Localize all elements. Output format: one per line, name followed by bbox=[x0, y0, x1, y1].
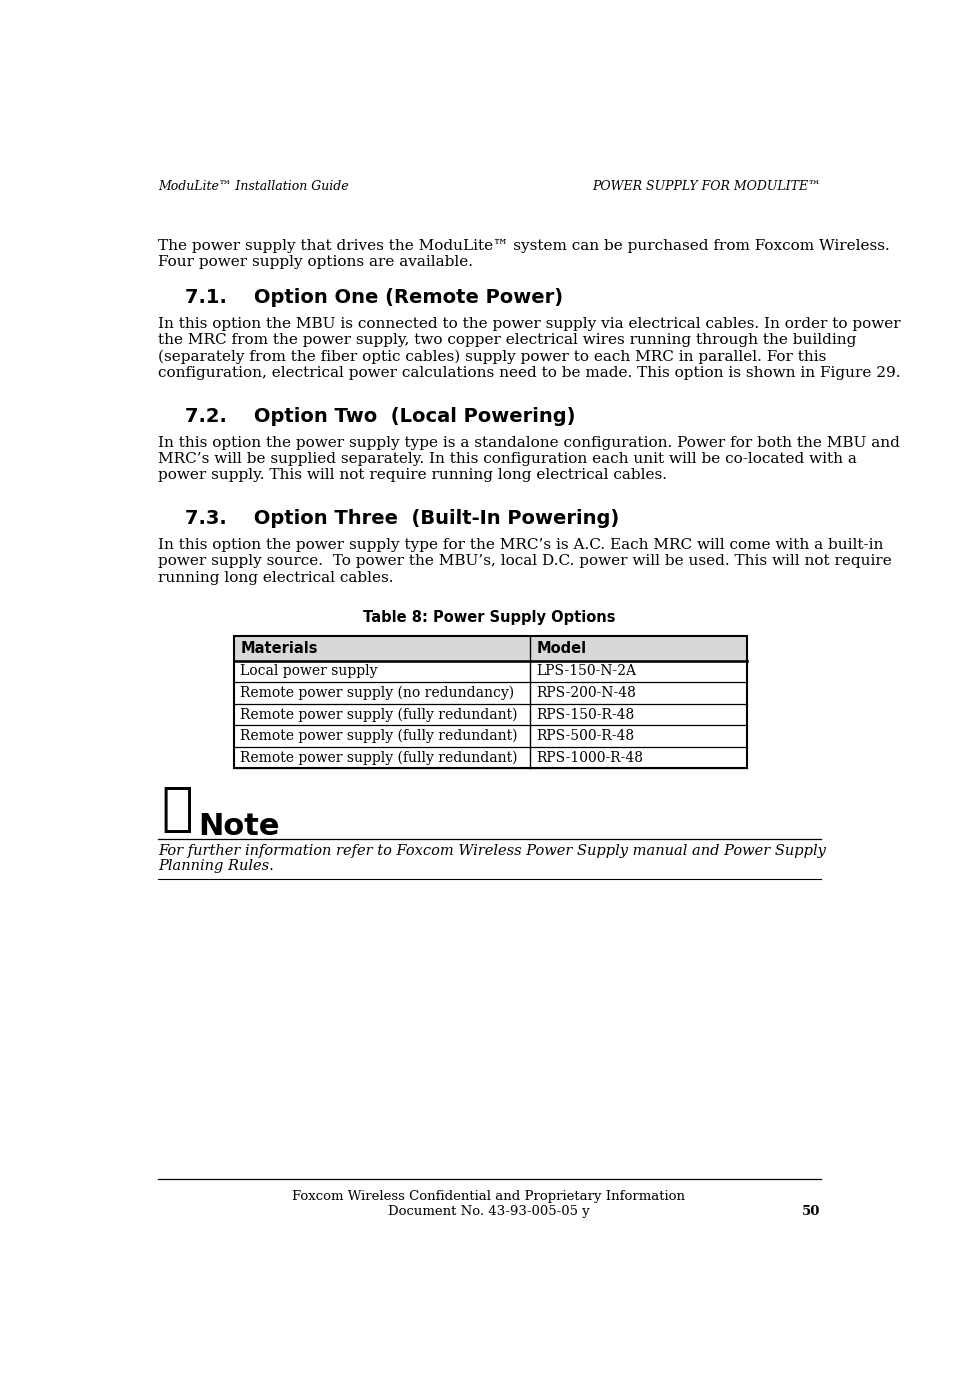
Text: Planning Rules.: Planning Rules. bbox=[158, 859, 274, 873]
Bar bbox=[233, 747, 746, 768]
Text: RPS-1000-R-48: RPS-1000-R-48 bbox=[536, 751, 642, 765]
Text: 7.1.    Option One (Remote Power): 7.1. Option One (Remote Power) bbox=[185, 288, 562, 306]
Bar bbox=[233, 682, 746, 704]
Text: Model: Model bbox=[536, 640, 586, 656]
Text: (separately from the fiber optic cables) supply power to each MRC in parallel. F: (separately from the fiber optic cables)… bbox=[158, 349, 825, 365]
Text: In this option the MBU is connected to the power supply via electrical cables. I: In this option the MBU is connected to t… bbox=[158, 317, 900, 331]
Text: the MRC from the power supply, two copper electrical wires running through the b: the MRC from the power supply, two coppe… bbox=[158, 334, 856, 348]
Text: configuration, electrical power calculations need to be made. This option is sho: configuration, electrical power calculat… bbox=[158, 366, 900, 380]
Text: Remote power supply (fully redundant): Remote power supply (fully redundant) bbox=[240, 729, 517, 743]
Text: POWER SUPPLY FOR MODULITE™: POWER SUPPLY FOR MODULITE™ bbox=[592, 180, 820, 193]
Text: MRC’s will be supplied separately. In this configuration each unit will be co-lo: MRC’s will be supplied separately. In th… bbox=[158, 452, 856, 466]
Bar bbox=[233, 725, 746, 747]
Text: In this option the power supply type for the MRC’s is A.C. Each MRC will come wi: In this option the power supply type for… bbox=[158, 538, 882, 552]
Text: Four power supply options are available.: Four power supply options are available. bbox=[158, 255, 473, 269]
Text: power supply. This will not require running long electrical cables.: power supply. This will not require runn… bbox=[158, 468, 666, 482]
Bar bbox=[233, 636, 746, 768]
Text: The power supply that drives the ModuLite™ system can be purchased from Foxcom W: The power supply that drives the ModuLit… bbox=[158, 240, 889, 254]
Text: Remote power supply (no redundancy): Remote power supply (no redundancy) bbox=[240, 686, 514, 700]
Text: RPS-500-R-48: RPS-500-R-48 bbox=[536, 729, 634, 743]
Text: Remote power supply (fully redundant): Remote power supply (fully redundant) bbox=[240, 707, 517, 722]
Bar bbox=[233, 704, 746, 725]
Text: 7.2.    Option Two  (Local Powering): 7.2. Option Two (Local Powering) bbox=[185, 406, 575, 426]
Text: 50: 50 bbox=[801, 1204, 820, 1218]
Text: 7.3.    Option Three  (Built-In Powering): 7.3. Option Three (Built-In Powering) bbox=[185, 509, 618, 528]
Text: ☝: ☝ bbox=[162, 784, 193, 834]
Text: RPS-150-R-48: RPS-150-R-48 bbox=[536, 708, 634, 722]
Text: ModuLite™ Installation Guide: ModuLite™ Installation Guide bbox=[158, 180, 348, 193]
Text: Foxcom Wireless Confidential and Proprietary Information: Foxcom Wireless Confidential and Proprie… bbox=[293, 1189, 684, 1203]
Text: power supply source.  To power the MBU’s, local D.C. power will be used. This wi: power supply source. To power the MBU’s,… bbox=[158, 554, 891, 568]
Text: For further information refer to Foxcom Wireless Power Supply manual and Power S: For further information refer to Foxcom … bbox=[158, 844, 825, 858]
Text: Materials: Materials bbox=[240, 640, 317, 656]
Text: Local power supply: Local power supply bbox=[240, 664, 377, 678]
Text: Remote power supply (fully redundant): Remote power supply (fully redundant) bbox=[240, 750, 517, 765]
Bar bbox=[233, 661, 746, 682]
Text: Note: Note bbox=[198, 812, 279, 841]
Bar bbox=[233, 636, 746, 661]
Text: Document No. 43-93-005-05 y: Document No. 43-93-005-05 y bbox=[388, 1204, 589, 1218]
Text: LPS-150-N-2A: LPS-150-N-2A bbox=[536, 664, 636, 678]
Text: Table 8: Power Supply Options: Table 8: Power Supply Options bbox=[362, 610, 615, 625]
Text: RPS-200-N-48: RPS-200-N-48 bbox=[536, 686, 636, 700]
Text: running long electrical cables.: running long electrical cables. bbox=[158, 571, 393, 585]
Text: In this option the power supply type is a standalone configuration. Power for bo: In this option the power supply type is … bbox=[158, 435, 899, 450]
